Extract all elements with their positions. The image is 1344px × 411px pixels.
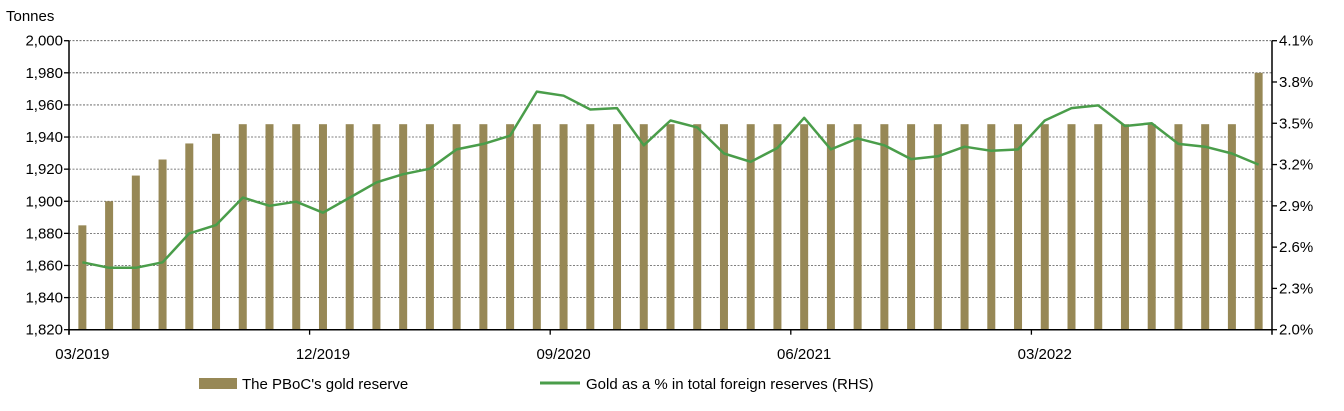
bar [131, 175, 140, 330]
x-axis-tick-label: 03/2022 [1018, 346, 1072, 363]
bar [1120, 124, 1129, 330]
bar [613, 124, 622, 330]
bar [933, 124, 942, 330]
bar [1094, 124, 1103, 330]
bar [1014, 124, 1023, 330]
bar [1174, 124, 1183, 330]
legend-label-line: Gold as a % in total foreign reserves (R… [586, 376, 874, 393]
bar [212, 133, 221, 330]
bar [639, 124, 648, 330]
bar [907, 124, 916, 330]
right-axis-tick-label: 3.2% [1279, 157, 1313, 174]
left-axis-tick-label: 1,860 [25, 257, 63, 274]
bar [773, 124, 782, 330]
bar [800, 124, 809, 330]
left-axis-tick-label: 1,940 [25, 129, 63, 146]
bar [1254, 72, 1263, 330]
bar [559, 124, 568, 330]
series-line [82, 90, 1260, 270]
left-axis-tick-label: 1,920 [25, 161, 63, 178]
bar [78, 225, 87, 330]
bar [265, 124, 274, 330]
x-axis-tick-label: 09/2020 [536, 346, 590, 363]
bar [1201, 124, 1210, 330]
bar [372, 124, 381, 330]
right-axis-tick-label: 2.9% [1279, 198, 1313, 215]
right-axis-tick-label: 2.3% [1279, 280, 1313, 297]
right-axis-tick-label: 2.0% [1279, 322, 1313, 339]
x-axis-tick-label: 03/2019 [55, 346, 109, 363]
legend-swatch-bar [199, 378, 237, 389]
left-axis-tick-label: 1,880 [25, 225, 63, 242]
bar [318, 124, 327, 330]
x-axis-tick-label: 06/2021 [777, 346, 831, 363]
bar [746, 124, 755, 330]
right-axis-tick-label: 2.6% [1279, 239, 1313, 256]
bar [105, 201, 114, 330]
bar [693, 124, 702, 330]
bar [1147, 124, 1156, 330]
right-axis-tick-label: 3.5% [1279, 115, 1313, 132]
bar [1067, 124, 1076, 330]
bar [506, 124, 515, 330]
bar [853, 124, 862, 330]
legend: The PBoC's gold reserve Gold as a % in t… [199, 376, 874, 393]
bar [987, 124, 996, 330]
bar [158, 159, 167, 330]
bar [719, 124, 728, 330]
left-axis-tick-label: 1,820 [25, 322, 63, 339]
bar [532, 124, 541, 330]
bar [960, 124, 969, 330]
right-axis-tick-label: 4.1% [1279, 33, 1313, 50]
bar [452, 124, 461, 330]
bar [399, 124, 408, 330]
bar [826, 124, 835, 330]
bar [1040, 124, 1049, 330]
left-axis-tick-label: 1,980 [25, 65, 63, 82]
left-axis-tick-label: 2,000 [25, 33, 63, 50]
bar [666, 124, 675, 330]
bar [345, 124, 354, 330]
left-axis-tick-label: 1,840 [25, 290, 63, 307]
bar [185, 143, 194, 330]
left-axis-tick-label: 1,960 [25, 97, 63, 114]
left-axis-tick-label: 1,900 [25, 193, 63, 210]
bar [425, 124, 434, 330]
bar [1227, 124, 1236, 330]
bar [479, 124, 488, 330]
x-axis-tick-label: 12/2019 [296, 346, 350, 363]
left-axis-title: Tonnes [6, 8, 54, 25]
bar [586, 124, 595, 330]
bar [880, 124, 889, 330]
bar [238, 124, 247, 330]
legend-label-bar: The PBoC's gold reserve [242, 376, 408, 393]
bar [292, 124, 301, 330]
right-axis-tick-label: 3.8% [1279, 74, 1313, 91]
